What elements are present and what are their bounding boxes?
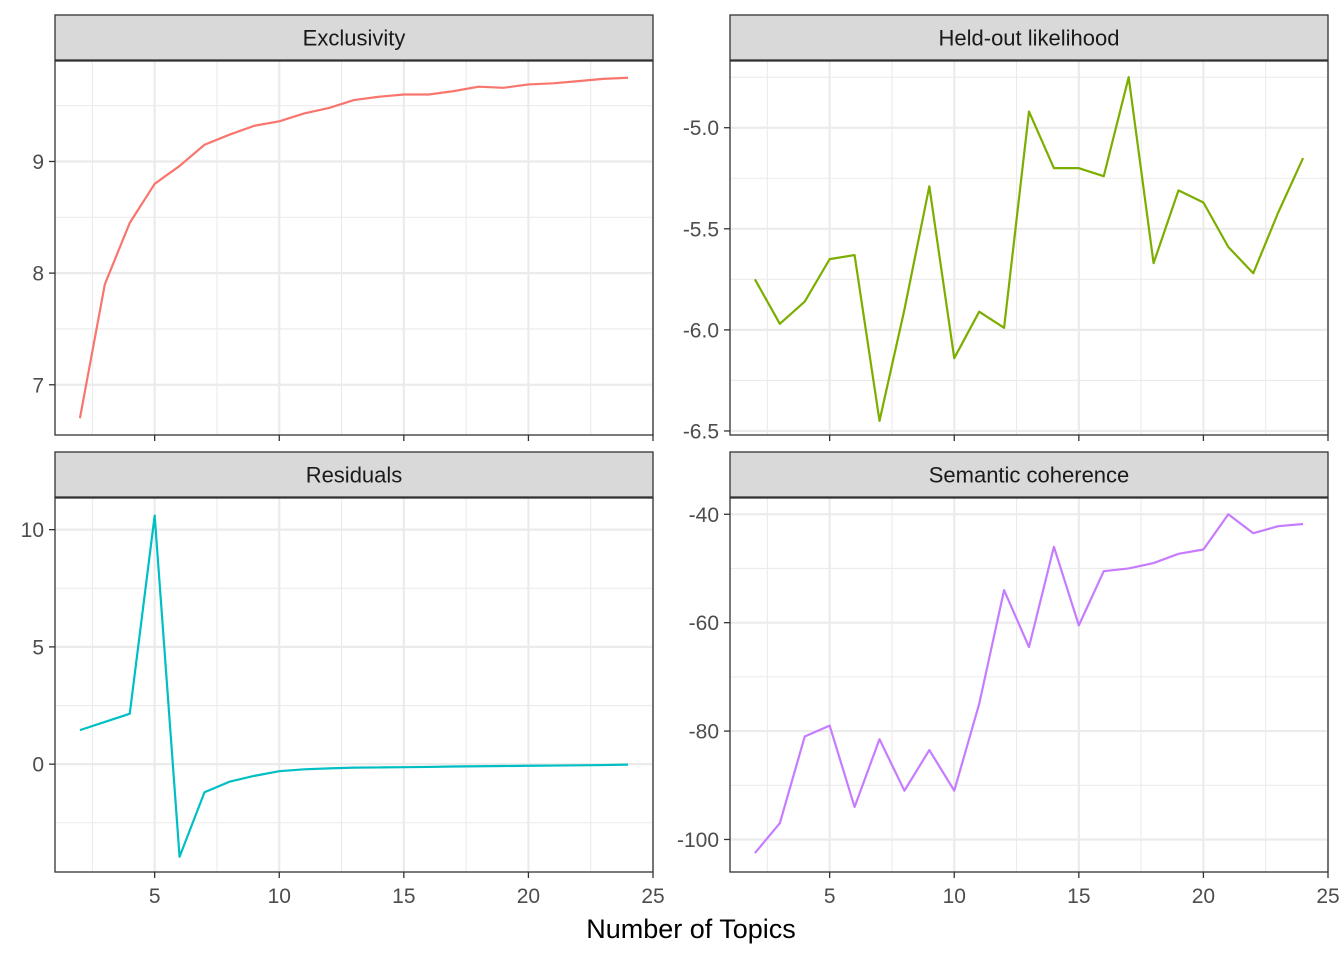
facet-strip-label: Residuals — [306, 463, 403, 488]
y-tick-label: 5 — [32, 636, 44, 659]
x-axis-title: Number of Topics — [586, 914, 796, 944]
y-tick-label: 0 — [32, 754, 44, 777]
facet-strip-label: Exclusivity — [303, 26, 406, 51]
plot-background — [55, 498, 653, 872]
y-tick-label: -100 — [677, 829, 719, 852]
y-tick-label: 7 — [32, 374, 44, 397]
facet-panel-2: Held-out likelihood -6.5 -6.0 -5.5 -5.0 — [683, 15, 1328, 443]
y-tick-label: 9 — [32, 151, 44, 174]
y-tick-label: -6.5 — [683, 420, 719, 443]
x-tick-label: 5 — [149, 885, 161, 908]
x-tick-label: 20 — [517, 885, 540, 908]
x-tick-label: 15 — [392, 885, 415, 908]
facet-panel-3: Residuals 0 5 10 5 10 15 20 25 — [21, 452, 665, 908]
y-tick-label: 10 — [21, 519, 44, 542]
x-tick-label: 20 — [1192, 885, 1215, 908]
x-tick-label: 25 — [641, 885, 664, 908]
y-tick-label: -6.0 — [683, 319, 719, 342]
x-tick-label: 10 — [943, 885, 966, 908]
facet-panel-4: Semantic coherence -100 -80 -60 -40 5 10 15 20 25 — [677, 452, 1340, 908]
y-tick-label: 8 — [32, 263, 44, 286]
y-tick-label: -5.5 — [683, 218, 719, 241]
x-tick-label: 10 — [268, 885, 291, 908]
x-tick-label: 15 — [1067, 885, 1090, 908]
y-tick-label: -40 — [689, 504, 719, 527]
y-tick-label: -60 — [689, 612, 719, 635]
plot-background — [730, 498, 1328, 872]
y-tick-label: -80 — [689, 721, 719, 744]
x-tick-label: 5 — [824, 885, 836, 908]
y-tick-label: -5.0 — [683, 117, 719, 140]
facet-strip-label: Held-out likelihood — [939, 26, 1120, 51]
facet-panel-1: Exclusivity 7 8 9 — [32, 15, 653, 441]
plot-background — [55, 61, 653, 435]
facet-strip-label: Semantic coherence — [929, 463, 1130, 488]
x-tick-label: 25 — [1316, 885, 1339, 908]
